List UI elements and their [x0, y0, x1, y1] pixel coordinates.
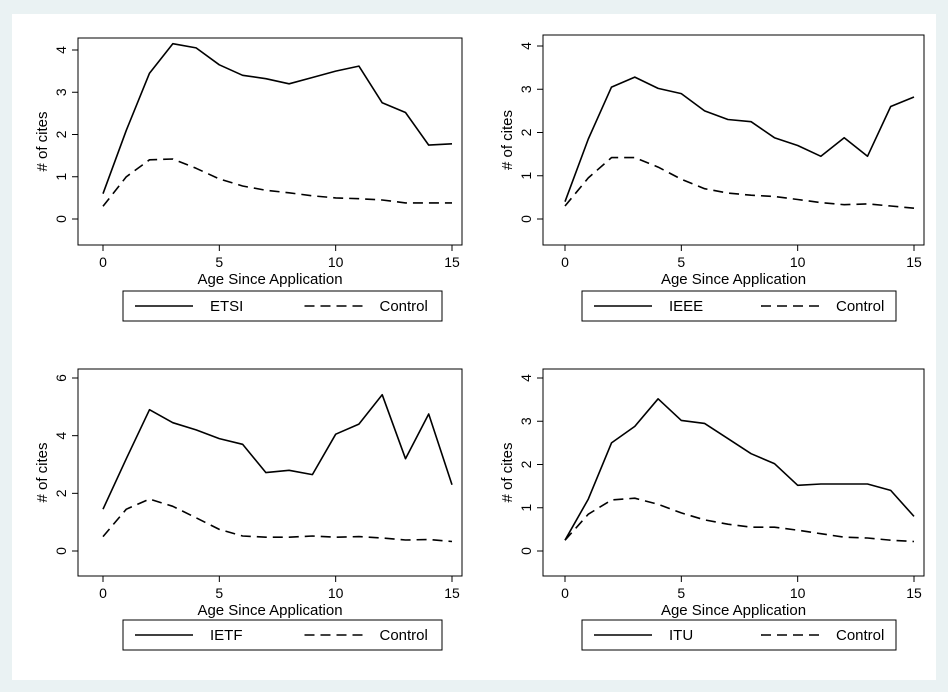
y-tick-label: 2: [518, 460, 534, 468]
legend-label-ietf: IETF: [210, 627, 243, 644]
y-tick-label: 1: [518, 504, 534, 512]
x-tick-label: 10: [328, 254, 344, 270]
chart-panel-etsi: 0 1 2 3 4 0 5 10 15 Age Since Application # of cit…: [34, 37, 463, 322]
legend-label-control: Control: [380, 298, 428, 315]
x-axis-title: Age Since Application: [661, 602, 806, 619]
series-line-control: [102, 158, 452, 207]
y-tick-label: 2: [518, 128, 534, 136]
y-tick-label: 6: [53, 374, 69, 382]
x-tick-label: 10: [328, 585, 344, 601]
series-line-control: [564, 497, 915, 543]
x-axis-title: Age Since Application: [197, 602, 342, 619]
chart-panel-ietf: 0 2 4 6 0 5 10 15 Age Since Application # of cite…: [34, 368, 463, 651]
x-tick-label: 0: [99, 254, 107, 270]
x-tick-label: 15: [444, 254, 460, 270]
y-tick-label: 3: [518, 417, 534, 425]
plot-frame: [542, 34, 925, 246]
x-tick-label: 10: [790, 585, 806, 601]
plot-frame: [542, 368, 925, 577]
x-tick-label: 5: [677, 254, 685, 270]
plot-frame: [77, 37, 463, 246]
y-tick-label: 0: [518, 547, 534, 555]
y-tick-label: 0: [53, 547, 69, 555]
series-line-control: [564, 156, 915, 209]
series-line-ieee: [564, 76, 915, 202]
x-tick-label: 15: [444, 585, 460, 601]
y-tick-label: 4: [53, 46, 69, 54]
x-tick-label: 5: [677, 585, 685, 601]
legend-label-control: Control: [380, 627, 428, 644]
series-line-control: [102, 498, 453, 543]
y-tick-label: 4: [518, 42, 534, 50]
x-axis-title: Age Since Application: [197, 271, 342, 288]
series-line-etsi: [102, 42, 453, 194]
y-axis-title: # of cites: [499, 110, 516, 170]
y-tick-label: 2: [53, 130, 69, 138]
x-tick-label: 0: [561, 585, 569, 601]
y-axis-title: # of cites: [34, 442, 51, 502]
x-axis-title: Age Since Application: [661, 271, 806, 288]
x-tick-label: 10: [790, 254, 806, 270]
y-tick-label: 3: [518, 85, 534, 93]
y-axis-title: # of cites: [34, 111, 51, 171]
y-tick-label: 3: [53, 88, 69, 96]
y-tick-label: 4: [53, 432, 69, 440]
figure-area: 0 1 2 3 4 0 5 10 15 Age Since Application # of cit…: [12, 14, 936, 680]
legend-label-control: Control: [836, 298, 884, 315]
chart-panel-itu: 0 1 2 3 4 0 5 10 15 Age Since Application # of cit…: [499, 368, 925, 651]
x-tick-label: 15: [906, 585, 922, 601]
legend-label-etsi: ETSI: [210, 298, 243, 315]
y-tick-label: 4: [518, 374, 534, 382]
chart-panel-ieee: 0 1 2 3 4 0 5 10 15 Age Since Application # of cit…: [499, 34, 925, 322]
legend-label-ieee: IEEE: [669, 298, 703, 315]
legend-label-itu: ITU: [669, 627, 693, 644]
series-line-ietf: [102, 393, 453, 510]
y-tick-label: 0: [53, 215, 69, 223]
y-tick-label: 0: [518, 215, 534, 223]
y-axis-title: # of cites: [499, 442, 516, 502]
x-tick-label: 15: [906, 254, 922, 270]
y-tick-label: 1: [518, 172, 534, 180]
series-line-itu: [564, 397, 915, 541]
x-tick-label: 5: [215, 585, 223, 601]
y-tick-label: 1: [53, 173, 69, 181]
x-tick-label: 0: [561, 254, 569, 270]
y-tick-label: 2: [53, 489, 69, 497]
legend-label-control: Control: [836, 627, 884, 644]
x-tick-label: 0: [99, 585, 107, 601]
x-tick-label: 5: [215, 254, 223, 270]
plot-frame: [77, 368, 463, 577]
